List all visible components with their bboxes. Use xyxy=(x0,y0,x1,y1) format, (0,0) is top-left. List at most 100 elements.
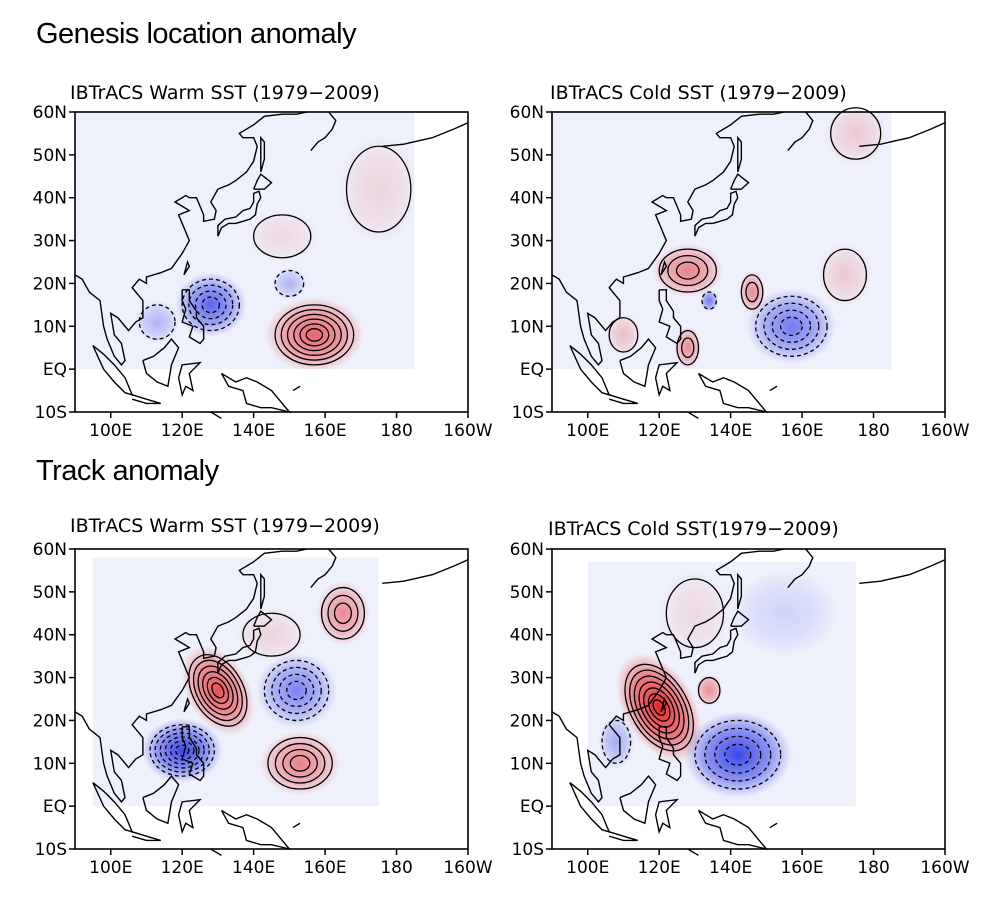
lon-tick-label: 160E xyxy=(780,421,823,441)
negative-anomaly xyxy=(134,300,180,344)
contour-line xyxy=(188,284,234,326)
lon-tick-label: 180 xyxy=(857,858,889,878)
contour-line xyxy=(242,612,301,657)
lon-tick-label: 160W xyxy=(920,858,969,878)
lon-tick-label: 100E xyxy=(89,858,132,878)
contour-line xyxy=(333,602,353,625)
contour-line xyxy=(681,337,695,359)
contour-line xyxy=(169,740,195,761)
map-genesis-warm: 60N 50N 40N 30N 20N 10N EQ 10S 100E 120E 140E 160E 1… xyxy=(33,103,493,441)
contour-line xyxy=(327,594,359,632)
positive-anomaly xyxy=(259,731,341,796)
map-genesis-cold: 60N 50N 40N 30N 20N 10N EQ 10S 100E 120E 140E 160E 1… xyxy=(510,103,970,441)
map-track-warm: 60N 50N 40N 30N 20N 10N EQ 10S 100E 120E 140E 160E 1… xyxy=(33,540,493,878)
lon-tick-label: 140E xyxy=(232,421,275,441)
lat-tick-label: 60N xyxy=(33,103,67,123)
lat-tick-label: EQ xyxy=(520,797,544,817)
lon-tick-label: 180 xyxy=(380,858,412,878)
negative-anomaly xyxy=(598,715,635,769)
lon-tick-label: 100E xyxy=(566,421,609,441)
panel-title: IBTrACS Cold SST (1979−2009) xyxy=(550,82,847,104)
lon-tick-label: 100E xyxy=(89,421,132,441)
panel-title: IBTrACS Warm SST (1979−2009) xyxy=(70,515,380,537)
contour-line xyxy=(667,254,709,287)
contour-line xyxy=(629,669,690,746)
lat-tick-label: 40N xyxy=(510,626,544,646)
contour-line xyxy=(822,248,868,302)
lat-tick-label: 10S xyxy=(512,840,544,860)
lat-tick-label: 10S xyxy=(35,403,67,423)
lat-tick-label: 40N xyxy=(33,189,67,209)
contour-line xyxy=(188,654,248,727)
positive-anomaly xyxy=(316,581,370,646)
lat-tick-label: 10N xyxy=(510,754,544,774)
contour-line xyxy=(724,743,752,766)
contour-line xyxy=(320,586,366,640)
lat-tick-label: 30N xyxy=(510,669,544,689)
contour-line xyxy=(267,736,333,790)
contour-line xyxy=(293,318,336,352)
lon-tick-label: 120E xyxy=(161,421,204,441)
lat-tick-label: EQ xyxy=(43,797,67,817)
positive-anomaly xyxy=(818,242,872,307)
contour-line xyxy=(701,291,717,310)
positive-anomaly xyxy=(674,326,702,370)
map-frame xyxy=(74,111,469,413)
lon-tick-label: 160E xyxy=(780,858,823,878)
contour-line xyxy=(601,719,632,764)
negative-anomaly xyxy=(256,652,337,728)
map-svg: 60N 50N 40N 30N 20N 10N EQ 10S 100E 120E 140E 160E 1… xyxy=(510,540,970,878)
lon-tick-label: 160E xyxy=(303,858,346,878)
lon-tick-label: 120E xyxy=(638,858,681,878)
contour-line xyxy=(192,659,243,722)
positive-anomaly xyxy=(824,112,887,166)
lat-tick-label: 10N xyxy=(510,317,544,337)
lon-tick-label: 160W xyxy=(443,858,492,878)
lat-tick-label: 20N xyxy=(510,711,544,731)
positive-anomaly xyxy=(181,645,255,736)
contour-line xyxy=(763,302,820,350)
contour-line xyxy=(745,281,759,303)
contour-line xyxy=(274,304,355,366)
lat-tick-label: 40N xyxy=(33,626,67,646)
lat-tick-label: 50N xyxy=(33,583,67,603)
lat-tick-label: 40N xyxy=(510,189,544,209)
negative-anomaly xyxy=(141,718,223,783)
panel-title: IBTrACS Warm SST (1979−2009) xyxy=(70,82,380,104)
contour-line xyxy=(181,278,240,332)
lat-tick-label: 20N xyxy=(33,274,67,294)
lat-tick-label: 60N xyxy=(510,540,544,560)
lon-tick-label: 120E xyxy=(161,858,204,878)
contour-line xyxy=(211,682,225,699)
lat-tick-label: 10S xyxy=(512,403,544,423)
contour-line xyxy=(263,659,330,722)
positive-anomaly xyxy=(659,570,731,657)
panel-title: IBTrACS Cold SST(1979−2009) xyxy=(548,518,839,540)
lat-tick-label: 60N xyxy=(510,103,544,123)
lat-tick-label: 10N xyxy=(33,754,67,774)
lat-tick-label: 30N xyxy=(510,232,544,252)
map-svg: 60N 50N 40N 30N 20N 10N EQ 10S 100E 120E 140E 160E 1… xyxy=(33,540,493,878)
negative-anomaly xyxy=(700,289,719,312)
contour-line xyxy=(624,663,695,752)
positive-anomaly xyxy=(235,607,308,662)
positive-anomaly xyxy=(265,297,364,370)
positive-anomaly xyxy=(652,243,724,298)
positive-anomaly xyxy=(605,313,642,357)
lon-tick-label: 160W xyxy=(920,421,969,441)
negative-anomaly xyxy=(746,288,837,364)
map-frame xyxy=(551,548,946,850)
section-title-genesis: Genesis location anomaly xyxy=(36,18,357,50)
lat-tick-label: 30N xyxy=(33,232,67,252)
lat-tick-label: 10N xyxy=(33,317,67,337)
lat-tick-label: 50N xyxy=(510,146,544,166)
lat-tick-label: 50N xyxy=(510,583,544,603)
contour-line xyxy=(174,744,190,757)
contour-line xyxy=(286,680,307,701)
contour-line xyxy=(252,214,312,259)
contour-line xyxy=(194,290,227,320)
map-frame xyxy=(551,111,946,413)
contour-line xyxy=(345,145,412,233)
contour-line xyxy=(202,671,234,710)
lon-tick-label: 140E xyxy=(709,421,752,441)
